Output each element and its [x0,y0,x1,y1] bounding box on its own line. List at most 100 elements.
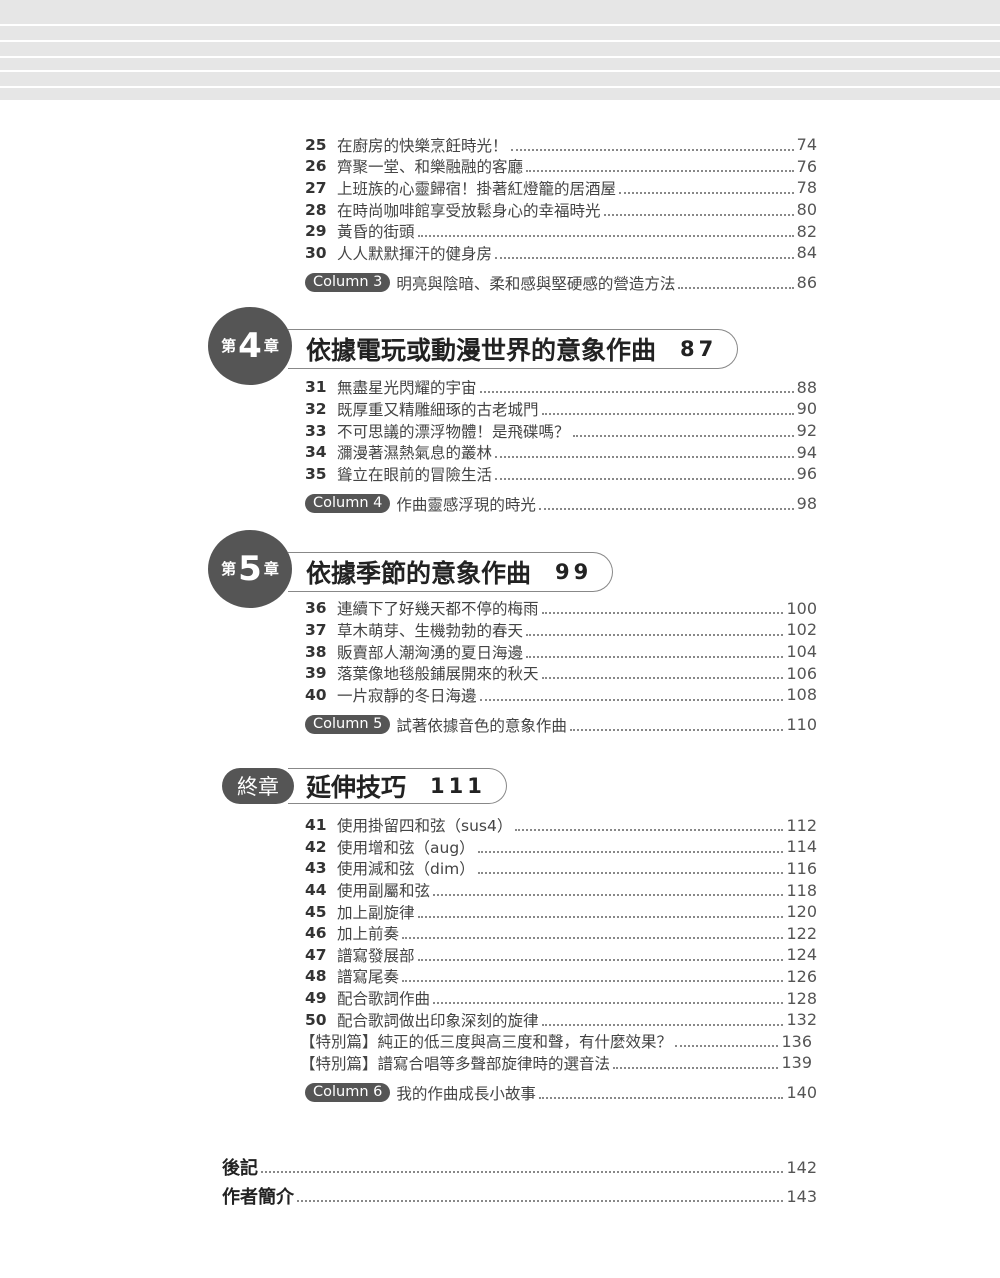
toc-entry[interactable]: 40 一片寂靜的冬日海邊 108 [305,684,817,706]
toc-entry[interactable]: 【特別篇】譜寫合唱等多聲部旋律時的選音法 139 [300,1052,812,1074]
entry-title: 譜寫尾奏 [337,968,400,987]
toc-entry[interactable]: 33 不可思議的漂浮物體！是飛碟嗎？ 92 [305,420,817,442]
column-entry[interactable]: Column 6 我的作曲成長小故事 140 [305,1082,817,1104]
entry-number: 26 [305,157,327,176]
entry-number: 27 [305,178,327,197]
entry-page: 116 [786,858,817,878]
entry-number: 25 [305,135,327,154]
toc-entry[interactable]: 39 落葉像地毯般鋪展開來的秋天 106 [305,662,817,684]
entry-page: 120 [786,902,817,922]
toc-entry[interactable]: 29 黃昏的街頭 82 [305,220,817,242]
column-entry[interactable]: Column 4 作曲靈感浮現的時光 98 [305,493,817,515]
dot-leader [510,148,794,151]
entry-number: 35 [305,464,327,483]
entry-page: 102 [786,620,817,640]
toc-entry[interactable]: 42 使用增和弦（aug） 114 [305,836,817,858]
entry-number: 39 [305,664,327,683]
toc-entry[interactable]: 46 加上前奏 122 [305,922,817,944]
table-of-contents: 25 在廚房的快樂烹飪時光！ 74 26 齊聚一堂、和樂融融的客廳 76 27 上班族的心靈歸… [0,134,1000,1211]
entry-title: 使用副屬和弦 [337,882,431,901]
dot-leader [526,633,784,636]
chapter-header[interactable]: 終章 延伸技巧 111 [208,767,1000,804]
column-entry[interactable]: Column 5 試著依據音色的意象作曲 110 [305,714,817,736]
chapter-title-pill: 依據電玩或動漫世界的意象作曲 87 [288,328,739,369]
chapter-header[interactable]: 第 5 章依據季節的意象作曲 99 [208,529,1000,608]
toc-entry[interactable]: 35 聳立在眼前的冒險生活 96 [305,463,817,485]
toc-entry[interactable]: 47 譜寫發展部 124 [305,944,817,966]
entry-page: 112 [786,815,817,835]
chapter-title-pill: 延伸技巧 111 [288,767,507,804]
entry-number: 45 [305,902,327,921]
entry-title: 在時尚咖啡館享受放鬆身心的幸福時光 [337,201,601,220]
entry-title: 使用增和弦（aug） [337,838,475,857]
toc-entry[interactable]: 32 既厚重又精雕細琢的古老城門 90 [305,398,817,420]
toc-entry[interactable]: 43 使用減和弦（dim） 116 [305,858,817,880]
toc-entry[interactable]: 30 人人默默揮汗的健身房 84 [305,242,817,264]
entry-title: 【特別篇】譜寫合唱等多聲部旋律時的選音法 [300,1054,611,1073]
toc-entry[interactable]: 44 使用副屬和弦 118 [305,879,817,901]
entry-page: 90 [796,399,817,419]
chapter-prefix: 第 [221,560,237,579]
dot-leader [569,728,784,731]
chapter-title: 延伸技巧 [306,772,407,802]
dot-leader [495,456,794,459]
backmatter-entry[interactable]: 作者簡介 143 [222,1182,817,1211]
dot-leader [541,612,784,615]
column-title: 作曲靈感浮現的時光 [396,495,536,514]
entry-page: 94 [796,442,817,462]
column-page: 140 [786,1083,817,1103]
toc-entry[interactable]: 48 譜寫尾奏 126 [305,966,817,988]
column-badge: Column 5 [305,715,391,734]
entry-number: 32 [305,399,327,418]
toc-entry[interactable]: 34 瀰漫著濕熱氣息的叢林 94 [305,441,817,463]
column-entry[interactable]: Column 3 明亮與陰暗、柔和感與堅硬感的營造方法 86 [305,272,817,294]
toc-entry[interactable]: 26 齊聚一堂、和樂融融的客廳 76 [305,156,817,178]
chapter-title: 依據季節的意象作曲 [306,558,532,588]
entry-page: 74 [796,135,817,155]
toc-entry[interactable]: 50 配合歌詞做出印象深刻的旋律 132 [305,1009,817,1031]
entry-title: 使用減和弦（dim） [337,860,475,879]
entry-title: 既厚重又精雕細琢的古老城門 [337,400,539,419]
toc-entry[interactable]: 41 使用掛留四和弦（sus4） 112 [305,815,817,837]
entry-page: 104 [786,642,817,662]
entry-page: 106 [786,663,817,683]
entry-title: 草木萌芽、生機勃勃的春天 [337,621,524,640]
toc-entry[interactable]: 28 在時尚咖啡館享受放鬆身心的幸福時光 80 [305,199,817,221]
entry-title: 黃昏的街頭 [337,223,415,242]
entry-title: 齊聚一堂、和樂融融的客廳 [337,158,524,177]
entry-number: 30 [305,243,327,262]
backmatter-title: 後記 [222,1158,258,1180]
entry-number: 43 [305,859,327,878]
entry-number: 50 [305,1010,327,1029]
backmatter-page: 142 [786,1157,817,1177]
dot-leader [675,1045,779,1048]
toc-entry[interactable]: 【特別篇】純正的低三度與高三度和聲，有什麼效果？ 136 [300,1030,812,1052]
toc-entry[interactable]: 27 上班族的心靈歸宿！掛著紅燈籠的居酒屋 78 [305,177,817,199]
entry-page: 132 [786,1010,817,1030]
entry-title: 一片寂靜的冬日海邊 [337,686,477,705]
backmatter-entry[interactable]: 後記 142 [222,1153,817,1182]
toc-entry[interactable]: 45 加上副旋律 120 [305,901,817,923]
column-badge: Column 3 [305,273,391,293]
toc-entry[interactable]: 37 草木萌芽、生機勃勃的春天 102 [305,619,817,641]
entry-title: 聳立在眼前的冒險生活 [337,465,493,484]
toc-entry[interactable]: 49 配合歌詞作曲 128 [305,987,817,1009]
entry-number: 46 [305,924,327,943]
dot-leader [495,477,794,480]
entry-number: 42 [305,837,327,856]
entry-title: 不可思議的漂浮物體！是飛碟嗎？ [337,422,570,441]
dot-leader [417,958,784,961]
toc-entry[interactable]: 25 在廚房的快樂烹飪時光！ 74 [305,134,817,156]
entry-number: 40 [305,685,327,704]
toc-entry[interactable]: 38 販賣部人潮洶湧的夏日海邊 104 [305,641,817,663]
toc-entry[interactable]: 36 連續下了好幾天都不停的梅雨 100 [305,598,817,620]
entry-page: 88 [796,377,817,397]
entry-number: 34 [305,443,327,462]
dot-leader [538,1096,784,1099]
column-title: 我的作曲成長小故事 [396,1084,536,1103]
chapter-header[interactable]: 第 4 章依據電玩或動漫世界的意象作曲 87 [208,306,1000,385]
dot-leader [433,1002,784,1005]
toc-entry[interactable]: 31 無盡星光閃耀的宇宙 88 [305,377,817,399]
dot-leader [297,1200,784,1203]
entry-title: 在廚房的快樂烹飪時光！ [337,136,508,155]
